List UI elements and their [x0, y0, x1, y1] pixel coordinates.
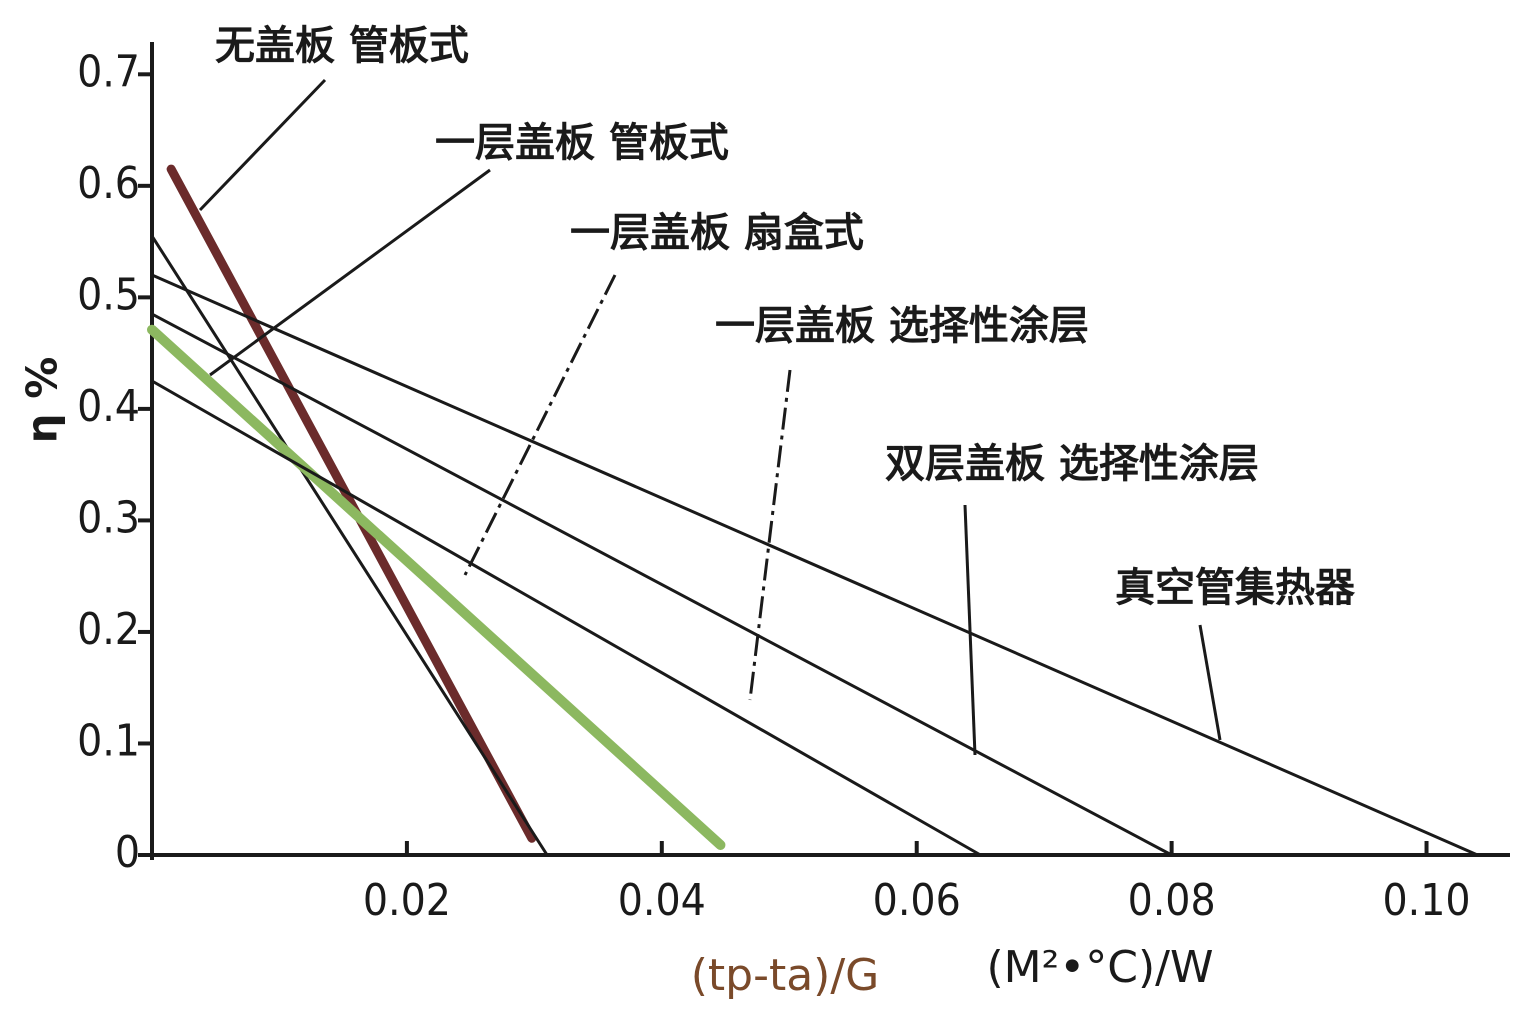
series-annotation: 无盖板 管板式 [215, 23, 469, 69]
leader-line [1198, 624, 1222, 741]
series-annotation: 一层盖板 扇盒式 [570, 210, 864, 256]
y-axis-label: η % [18, 357, 67, 444]
y-tick-label: 0 [115, 827, 140, 878]
x-tick-label: 0.08 [1128, 875, 1216, 926]
x-tick-label: 0.06 [873, 875, 961, 926]
series-line [166, 164, 537, 843]
series-line [147, 324, 726, 850]
y-tick-label: 0.6 [77, 158, 140, 209]
series-line [150, 379, 982, 857]
y-tick-label: 0.5 [77, 269, 140, 320]
y-tick-label: 0.4 [77, 381, 140, 432]
leader-line [209, 168, 491, 377]
series-annotation: 一层盖板 管板式 [435, 120, 729, 166]
x-axis-label: (tp-ta)/G [691, 950, 880, 1001]
leader-line [963, 504, 977, 756]
leader-line [748, 369, 792, 701]
series-annotation: 一层盖板 选择性涂层 [715, 303, 1089, 349]
leader-line [198, 78, 327, 212]
y-tick-label: 0.2 [77, 604, 140, 655]
x-tick-label: 0.10 [1382, 875, 1470, 926]
x-tick-label: 0.02 [363, 875, 451, 926]
series-line [150, 234, 549, 857]
y-tick-label: 0.3 [77, 492, 140, 543]
series-line [150, 273, 1480, 857]
y-tick-label: 0.1 [77, 715, 140, 766]
series-line [150, 312, 1174, 857]
leader-line [463, 274, 617, 576]
series-annotation: 真空管集热器 [1115, 565, 1356, 611]
x-tick-label: 0.04 [618, 875, 706, 926]
y-tick-label: 0.7 [77, 46, 140, 97]
series-annotation: 双层盖板 选择性涂层 [885, 441, 1259, 487]
x-axis-unit: (M²•°C)/W [987, 942, 1214, 993]
